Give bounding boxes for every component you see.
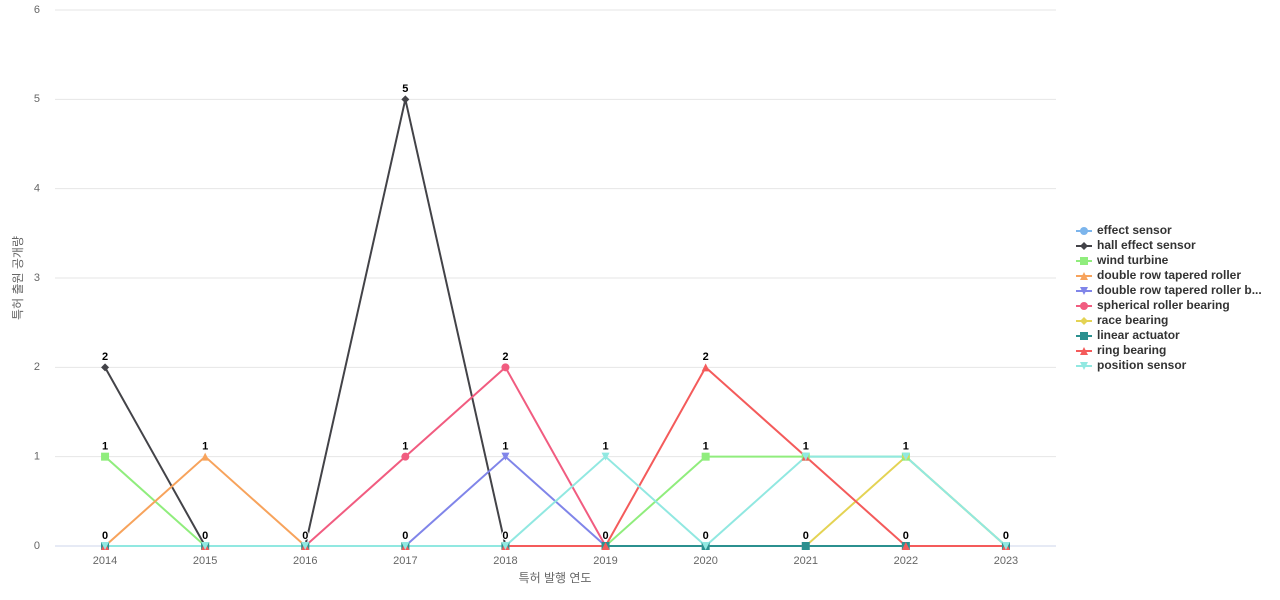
data-label: 5 [402,83,408,95]
data-label: 0 [402,530,408,542]
data-label: 0 [703,530,709,542]
legend-label: race bearing [1097,313,1168,327]
point [401,95,410,104]
legend-item[interactable]: ring bearing [1076,343,1166,357]
data-label: 1 [202,441,208,453]
legend-label: ring bearing [1097,343,1166,357]
x-tick-label: 2014 [93,555,117,567]
y-tick-label: 6 [34,4,40,16]
x-tick-label: 2016 [293,555,317,567]
data-label: 0 [602,530,608,542]
legend-symbol [1080,317,1088,325]
legend-symbol [1080,242,1088,250]
point [501,452,510,461]
point [801,452,810,461]
point [801,542,810,550]
legend-label: position sensor [1097,358,1187,372]
data-label: 2 [102,351,108,363]
x-tick-label: 2020 [693,555,717,567]
point [401,452,410,461]
x-tick-label: 2019 [593,555,617,567]
legend-symbol [1080,302,1088,310]
data-label: 0 [102,530,108,542]
data-label: 0 [1003,530,1009,542]
legend-symbol [1080,332,1088,340]
legend-item[interactable]: position sensor [1076,358,1187,372]
data-label: 1 [903,441,909,453]
legend-item[interactable]: wind turbine [1076,253,1169,267]
y-tick-label: 3 [34,272,40,284]
legend-label: double row tapered roller b... [1097,283,1262,297]
point [601,452,610,461]
legend-label: double row tapered roller [1097,268,1241,282]
legend-label: wind turbine [1096,253,1169,267]
legend-label: spherical roller bearing [1097,298,1230,312]
data-label: 0 [502,530,508,542]
point [601,542,610,550]
point [101,542,110,550]
point [701,452,710,461]
series-line [105,455,1007,548]
point [501,542,510,550]
y-axis-title: 특허 출원 공개량 [11,236,25,320]
legend-item[interactable]: hall effect sensor [1076,238,1196,252]
data-label: 0 [202,530,208,542]
legend-symbol [1080,227,1088,235]
legend-symbol [1080,257,1088,265]
point [501,363,510,372]
x-axis-title: 특허 발행 연도 [519,570,592,585]
data-label: 0 [803,530,809,542]
data-label: 1 [703,441,709,453]
point [401,542,410,550]
point [201,542,210,550]
data-label: 1 [602,441,608,453]
legend-label: effect sensor [1097,223,1172,237]
data-label: 1 [502,441,508,453]
legend-item[interactable]: double row tapered roller [1076,268,1241,282]
legend-item[interactable]: race bearing [1076,313,1168,327]
data-label: 0 [903,530,909,542]
legend-symbol [1080,287,1088,295]
x-tick-label: 2017 [393,555,417,567]
y-tick-label: 1 [34,451,40,463]
x-tick-label: 2022 [894,555,918,567]
legend-item[interactable]: effect sensor [1076,223,1172,237]
y-tick-label: 2 [34,361,40,373]
legend-label: hall effect sensor [1097,238,1196,252]
data-label: 1 [402,441,408,453]
point [901,542,910,550]
y-tick-label: 5 [34,93,40,105]
point [901,452,910,461]
point [201,452,210,461]
legend-item[interactable]: spherical roller bearing [1076,298,1230,312]
data-label: 1 [803,441,809,453]
data-label: 2 [703,351,709,363]
point [301,542,310,550]
data-label: 2 [502,351,508,363]
data-label: 1 [102,441,108,453]
legend-label: linear actuator [1097,328,1180,342]
series-line [104,99,1006,547]
data-label: 0 [302,530,308,542]
x-tick-label: 2018 [493,555,517,567]
y-tick-label: 4 [34,183,40,195]
legend-symbol [1080,347,1088,355]
y-tick-label: 0 [34,540,40,552]
point [701,542,710,550]
point [101,363,110,372]
x-tick-label: 2015 [193,555,217,567]
legend-item[interactable]: linear actuator [1076,328,1180,342]
point [1001,542,1010,550]
legend-symbol [1080,362,1088,370]
x-tick-label: 2021 [794,555,818,567]
point [101,452,110,461]
x-tick-label: 2023 [994,555,1018,567]
legend-item[interactable]: double row tapered roller b... [1076,283,1262,297]
legend-symbol [1080,272,1088,280]
point [701,363,710,372]
